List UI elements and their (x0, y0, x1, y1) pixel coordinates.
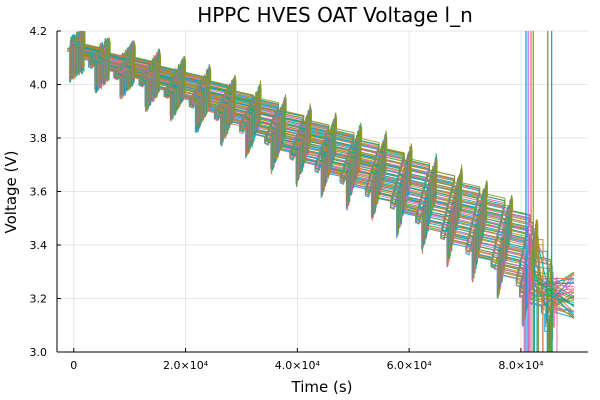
x-tick-label: 8.0×10⁴ (498, 359, 544, 372)
x-axis-label: Time (s) (291, 378, 353, 396)
chart-title: HPPC HVES OAT Voltage l_n (197, 3, 473, 27)
x-tick-label: 2.0×10⁴ (163, 359, 209, 372)
x-tick-label: 6.0×10⁴ (387, 359, 433, 372)
y-tick-label: 3.4 (30, 239, 48, 252)
axes: 0 2.0×10⁴ 4.0×10⁴ 6.0×10⁴ 8.0×10⁴ 3.0 3.2 3.4 3.… (30, 25, 588, 372)
y-tick-label: 3.6 (30, 186, 48, 199)
series-line (71, 35, 534, 352)
y-tick-label: 3.8 (30, 132, 48, 145)
x-tick-label: 4.0×10⁴ (275, 359, 321, 372)
series-group (66, 31, 575, 352)
x-tick-label: 0 (70, 359, 77, 372)
series-line (80, 31, 575, 303)
y-tick-label: 4.2 (30, 25, 48, 38)
y-axis-label: Voltage (V) (2, 151, 20, 234)
y-tick-label: 4.0 (30, 79, 48, 92)
y-tick-label: 3.2 (30, 293, 48, 306)
y-tick-label: 3.0 (30, 346, 48, 359)
